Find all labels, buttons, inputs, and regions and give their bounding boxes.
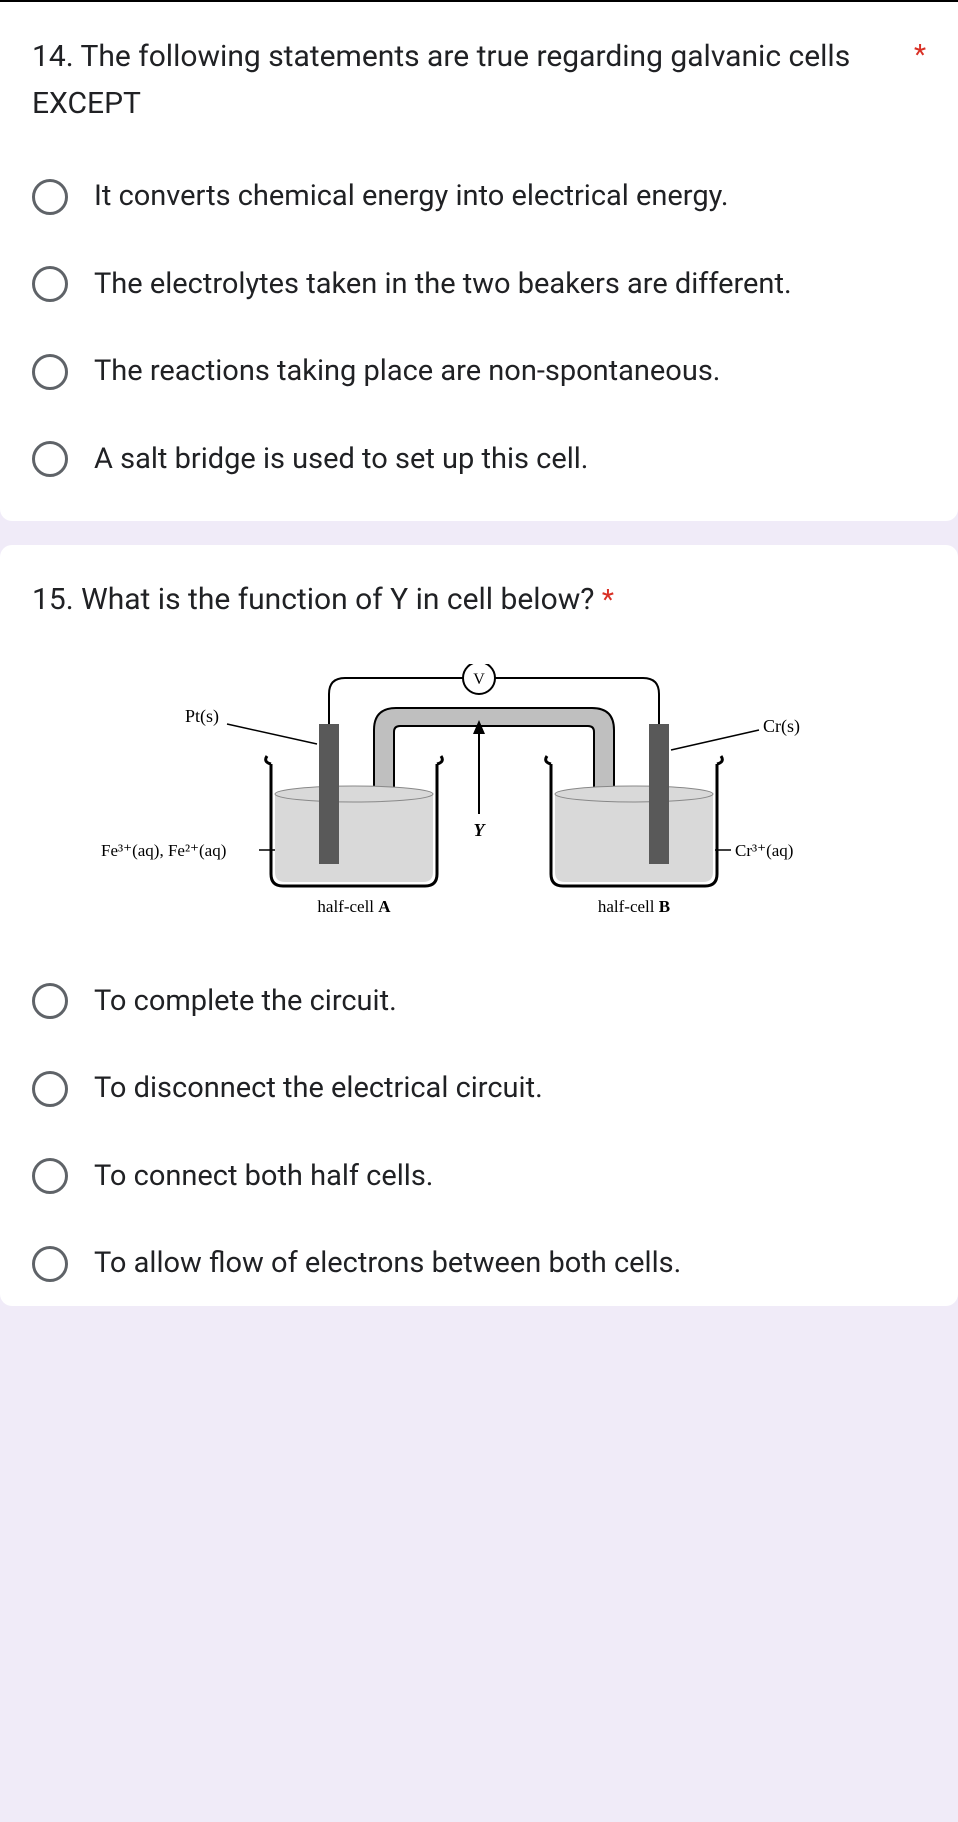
right-electrode-label: Cr(s) bbox=[763, 716, 800, 737]
required-asterisk: * bbox=[602, 583, 614, 616]
option-row[interactable]: To allow flow of electrons between both … bbox=[32, 1242, 926, 1286]
radio-icon[interactable] bbox=[32, 983, 68, 1019]
option-label: It converts chemical energy into electri… bbox=[94, 175, 729, 219]
radio-icon[interactable] bbox=[32, 1158, 68, 1194]
option-label: To complete the circuit. bbox=[94, 980, 397, 1024]
right-cell-label: half-cell B bbox=[598, 897, 670, 916]
question-header: 14. The following statements are true re… bbox=[32, 34, 926, 127]
right-solution-label: Cr³⁺(aq) bbox=[735, 841, 793, 860]
question-text: 14. The following statements are true re… bbox=[32, 34, 902, 127]
left-cell-label: half-cell A bbox=[317, 897, 391, 916]
radio-icon[interactable] bbox=[32, 179, 68, 215]
option-label: The reactions taking place are non-spont… bbox=[94, 350, 720, 394]
radio-icon[interactable] bbox=[32, 441, 68, 477]
option-label: To disconnect the electrical circuit. bbox=[94, 1067, 543, 1111]
option-label: To connect both half cells. bbox=[94, 1155, 433, 1199]
voltmeter-label: V bbox=[473, 671, 485, 688]
question-card-14: 14. The following statements are true re… bbox=[0, 0, 958, 521]
option-row[interactable]: The reactions taking place are non-spont… bbox=[32, 350, 926, 394]
question-card-15: 15. What is the function of Y in cell be… bbox=[0, 545, 958, 1306]
option-row[interactable]: To connect both half cells. bbox=[32, 1155, 926, 1199]
required-asterisk: * bbox=[914, 34, 926, 72]
option-row[interactable]: A salt bridge is used to set up this cel… bbox=[32, 438, 926, 482]
radio-icon[interactable] bbox=[32, 1246, 68, 1282]
question-text: 15. What is the function of Y in cell be… bbox=[32, 577, 926, 624]
option-label: A salt bridge is used to set up this cel… bbox=[94, 438, 588, 482]
left-solution-label: Fe³⁺(aq), Fe²⁺(aq) bbox=[101, 841, 226, 860]
option-row[interactable]: To complete the circuit. bbox=[32, 980, 926, 1024]
option-row[interactable]: To disconnect the electrical circuit. bbox=[32, 1067, 926, 1111]
question-text-span: 15. What is the function of Y in cell be… bbox=[32, 582, 594, 617]
radio-icon[interactable] bbox=[32, 1071, 68, 1107]
question-header: 15. What is the function of Y in cell be… bbox=[32, 577, 926, 624]
option-row[interactable]: It converts chemical energy into electri… bbox=[32, 175, 926, 219]
option-label: To allow flow of electrons between both … bbox=[94, 1242, 681, 1286]
radio-icon[interactable] bbox=[32, 354, 68, 390]
y-label: Y bbox=[474, 820, 487, 840]
diagram-svg: V Y bbox=[99, 664, 859, 944]
option-row[interactable]: The electrolytes taken in the two beaker… bbox=[32, 263, 926, 307]
radio-icon[interactable] bbox=[32, 266, 68, 302]
cell-diagram: V Y bbox=[32, 664, 926, 944]
option-label: The electrolytes taken in the two beaker… bbox=[94, 263, 792, 307]
left-electrode-label: Pt(s) bbox=[185, 706, 219, 727]
